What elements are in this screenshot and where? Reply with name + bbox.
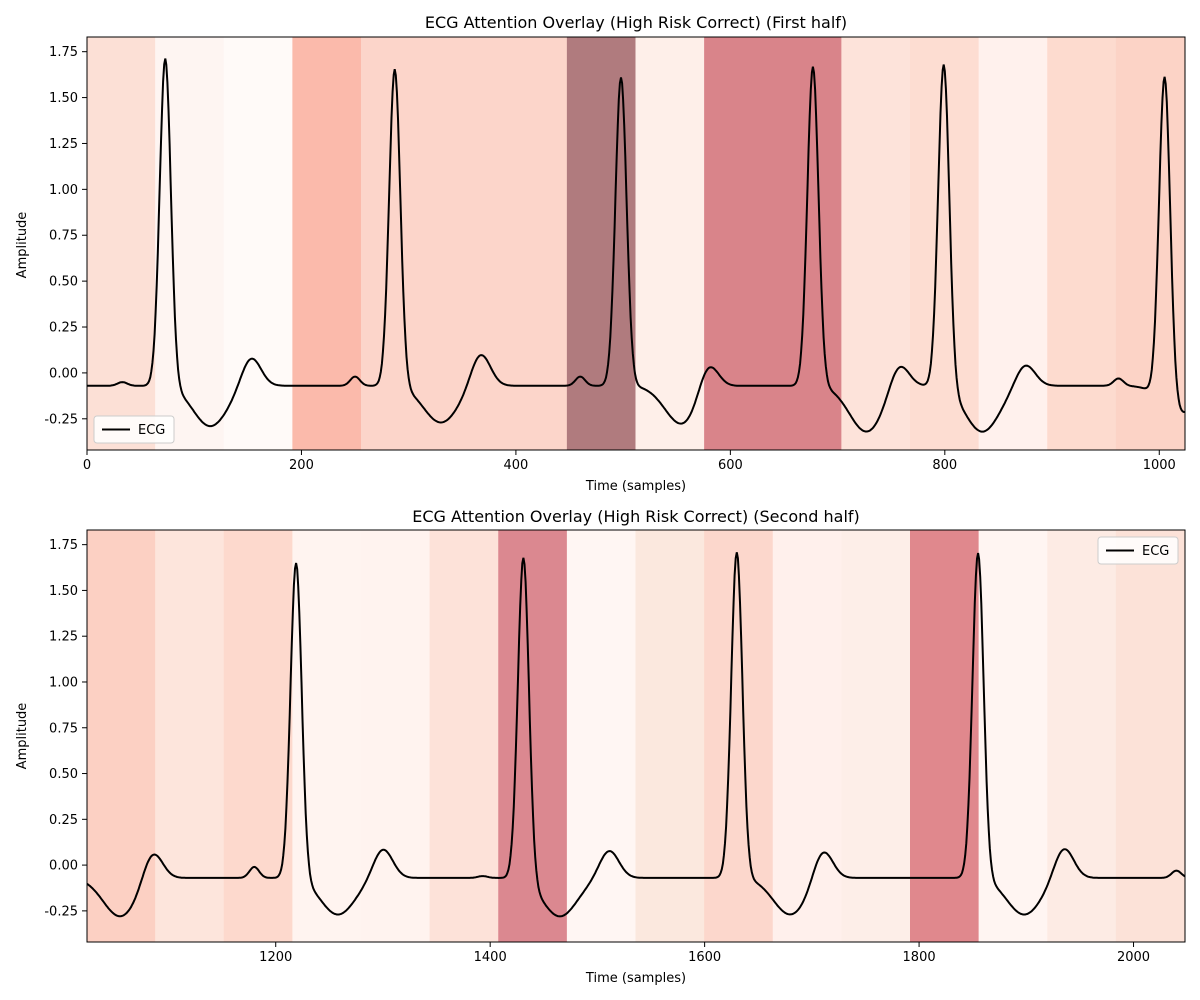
first-half-panel: ECG Attention Overlay (High Risk Correct… [15, 13, 1186, 494]
y-tick-label: 1.00 [49, 183, 78, 198]
y-tick-label: -0.25 [44, 412, 78, 427]
y-tick-label: 1.25 [49, 137, 78, 152]
x-tick-label: 800 [932, 458, 957, 473]
x-tick-label: 1400 [474, 950, 507, 965]
y-tick-label: 0.25 [49, 813, 78, 828]
y-tick-label: 0.75 [49, 721, 78, 736]
x-tick-label: 0 [83, 458, 91, 473]
attention-segment [566, 36, 637, 451]
axes-frame: 1200 1400 1600 1800 2000 -0.25 0.00 0.25 0.50 0.7… [44, 529, 1186, 965]
x-tick-label: 200 [289, 458, 314, 473]
y-tick-label: 1.75 [49, 538, 78, 553]
y-tick-label: 0.75 [49, 229, 78, 244]
y-tick-label: 0.50 [49, 767, 78, 782]
y-tick-label: 1.50 [49, 91, 78, 106]
second-half-ylabel: Amplitude [15, 703, 30, 770]
attention-segment [841, 529, 911, 943]
legend-box [1097, 536, 1179, 565]
legend-box [93, 415, 175, 444]
attention-segment [361, 36, 431, 451]
plot-frame [86, 36, 1186, 451]
attention-segment [498, 529, 568, 943]
x-tick-label: 600 [718, 458, 743, 473]
attention-segment [155, 529, 225, 943]
first-half-legend: ECG [93, 415, 175, 444]
attention-segment [429, 529, 500, 943]
attention-segment [86, 36, 157, 451]
attention-segment [1115, 529, 1186, 943]
x-tick-label: 1000 [1143, 458, 1176, 473]
attention-segment [978, 529, 1049, 943]
attention-segment [910, 36, 980, 451]
second-half-panel: ECG Attention Overlay (High Risk Correct… [15, 507, 1186, 986]
first-half-xlabel: Time (samples) [585, 479, 686, 494]
attention-segment [429, 36, 500, 451]
y-tick-label: -0.25 [44, 904, 78, 919]
second-half-title: ECG Attention Overlay (High Risk Correct… [412, 507, 860, 526]
y-tick-label: 0.00 [49, 366, 78, 381]
ecg-trace-group [87, 58, 1185, 433]
attention-segment [704, 36, 774, 451]
attention-segment [635, 36, 706, 451]
y-tick-label: 1.25 [49, 630, 78, 645]
ecg-line [87, 58, 1185, 433]
attention-segment [1115, 36, 1186, 451]
attention-segment [566, 529, 637, 943]
x-tick-label: 1800 [903, 950, 936, 965]
second-half-xlabel: Time (samples) [585, 971, 686, 986]
legend-label: ECG [1142, 544, 1169, 559]
attention-segment [223, 36, 294, 451]
y-tick-label: 1.75 [49, 45, 78, 60]
attention-segment [635, 529, 706, 943]
x-tick-label: 1200 [259, 950, 292, 965]
attention-segment [978, 36, 1049, 451]
y-tick-label: 1.00 [49, 675, 78, 690]
first-half-ylabel: Amplitude [15, 212, 30, 279]
attention-segment [86, 529, 157, 943]
attention-segment [361, 529, 431, 943]
y-tick-label: 1.50 [49, 584, 78, 599]
attention-overlay [86, 36, 1186, 451]
plot-frame [86, 529, 1186, 943]
ecg-trace-group [86, 552, 1186, 918]
y-tick-label: 0.50 [49, 275, 78, 290]
attention-segment [223, 529, 294, 943]
y-tick-label: 0.25 [49, 321, 78, 336]
x-tick-label: 2000 [1117, 950, 1150, 965]
x-tick-label: 1600 [688, 950, 721, 965]
attention-segment [292, 529, 362, 943]
attention-segment [772, 36, 843, 451]
x-tick-label: 400 [503, 458, 528, 473]
attention-segment [1047, 36, 1117, 451]
attention-segment [841, 36, 911, 451]
legend-label: ECG [138, 423, 165, 438]
attention-segment [910, 529, 980, 943]
attention-segment [772, 529, 843, 943]
attention-segment [292, 36, 362, 451]
y-tick-label: 0.00 [49, 859, 78, 874]
attention-segment [498, 36, 568, 451]
first-half-title: ECG Attention Overlay (High Risk Correct… [425, 13, 847, 32]
second-half-legend: ECG [1097, 536, 1179, 565]
axes-frame: 0 200 400 600 800 1000 -0.25 0.00 0.25 0.50 0.75 1.… [44, 36, 1186, 473]
attention-overlay [86, 529, 1186, 943]
attention-segment [1047, 529, 1117, 943]
attention-segment [155, 36, 225, 451]
ecg-line [86, 552, 1186, 918]
